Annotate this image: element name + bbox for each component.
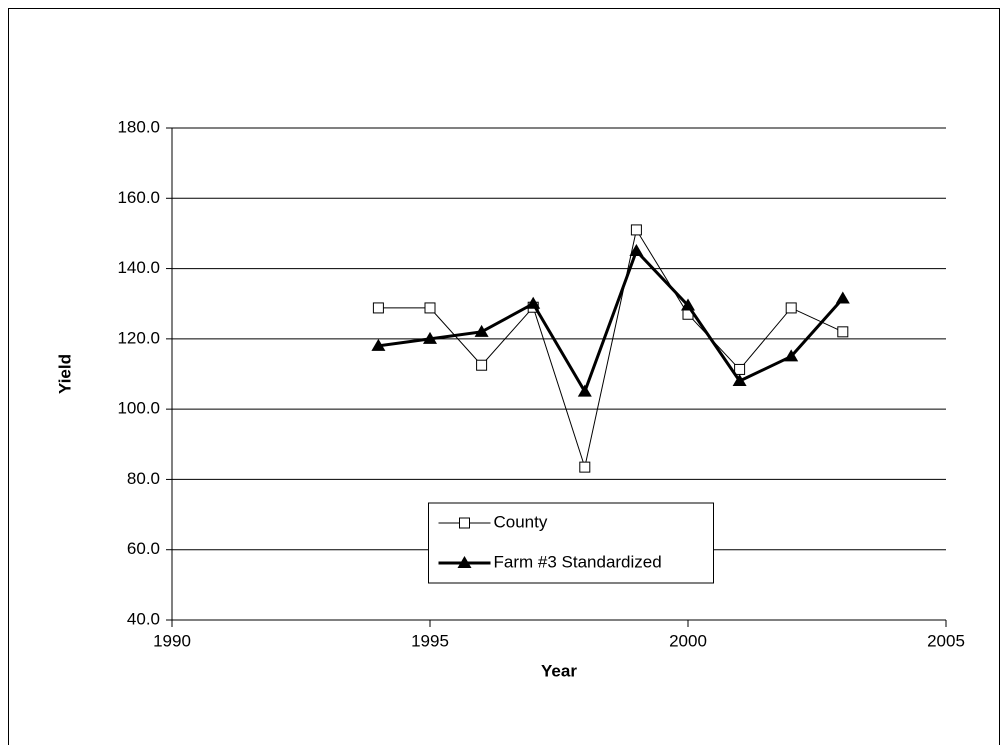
x-tick-label: 2005 bbox=[927, 631, 965, 650]
marker bbox=[424, 302, 436, 314]
legend-marker bbox=[459, 517, 470, 529]
marker bbox=[785, 302, 797, 314]
y-tick-label: 160.0 bbox=[117, 188, 160, 207]
y-tick-label: 140.0 bbox=[117, 258, 160, 277]
marker bbox=[423, 331, 437, 344]
legend: County Farm #3 Standardized bbox=[428, 502, 714, 584]
y-tick-label: 40.0 bbox=[127, 609, 160, 628]
marker bbox=[372, 302, 384, 314]
marker bbox=[734, 363, 746, 375]
marker bbox=[476, 359, 488, 371]
marker bbox=[681, 298, 695, 311]
y-tick-label: 100.0 bbox=[117, 399, 160, 418]
marker bbox=[629, 244, 644, 256]
chart-border bbox=[8, 8, 1000, 745]
marker bbox=[371, 338, 386, 351]
marker bbox=[835, 291, 850, 304]
marker bbox=[784, 349, 799, 362]
marker bbox=[526, 296, 541, 309]
y-tick-label: 60.0 bbox=[127, 539, 160, 558]
marker bbox=[837, 326, 849, 338]
y-axis-label: Yield bbox=[55, 354, 74, 394]
x-tick-label: 2000 bbox=[669, 631, 707, 650]
marker bbox=[577, 384, 592, 397]
marker bbox=[630, 224, 642, 236]
y-tick-label: 80.0 bbox=[127, 469, 160, 488]
marker bbox=[579, 461, 591, 473]
x-tick-label: 1995 bbox=[411, 631, 449, 650]
legend-label: County bbox=[494, 512, 548, 531]
marker bbox=[474, 324, 489, 337]
y-tick-label: 180.0 bbox=[117, 117, 160, 136]
x-tick-label: 1990 bbox=[153, 631, 191, 650]
x-axis-label: Year bbox=[541, 661, 577, 680]
marker bbox=[732, 374, 747, 387]
legend-box bbox=[428, 502, 714, 584]
y-tick-label: 120.0 bbox=[117, 328, 160, 347]
legend-label: Farm #3 Standardized bbox=[494, 552, 662, 571]
legend-marker bbox=[457, 556, 472, 568]
series-line bbox=[378, 248, 844, 396]
